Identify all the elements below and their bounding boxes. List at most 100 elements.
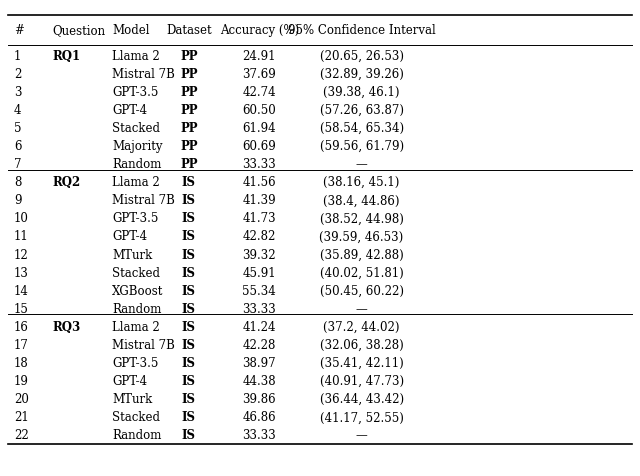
Text: Majority: Majority: [112, 140, 163, 153]
Text: 24.91: 24.91: [243, 50, 276, 62]
Text: PP: PP: [180, 140, 198, 153]
Text: IS: IS: [182, 285, 196, 298]
Text: 2: 2: [14, 68, 22, 80]
Text: 7: 7: [14, 158, 22, 171]
Text: 95% Confidence Interval: 95% Confidence Interval: [288, 24, 435, 37]
Text: IS: IS: [182, 267, 196, 279]
Text: Mistral 7B: Mistral 7B: [112, 194, 175, 207]
Text: Mistral 7B: Mistral 7B: [112, 339, 175, 352]
Text: IS: IS: [182, 429, 196, 442]
Text: GPT-3.5: GPT-3.5: [112, 357, 158, 370]
Text: 42.28: 42.28: [243, 339, 276, 352]
Text: 10: 10: [14, 212, 29, 225]
Text: (57.26, 63.87): (57.26, 63.87): [319, 104, 404, 117]
Text: #: #: [14, 24, 24, 37]
Text: Llama 2: Llama 2: [112, 176, 160, 189]
Text: (32.06, 38.28): (32.06, 38.28): [320, 339, 403, 352]
Text: IS: IS: [182, 248, 196, 261]
Text: MTurk: MTurk: [112, 248, 152, 261]
Text: GPT-4: GPT-4: [112, 230, 147, 243]
Text: 46.86: 46.86: [243, 411, 276, 424]
Text: IS: IS: [182, 321, 196, 334]
Text: IS: IS: [182, 411, 196, 424]
Text: Model: Model: [112, 24, 150, 37]
Text: 9: 9: [14, 194, 22, 207]
Text: Stacked: Stacked: [112, 267, 160, 279]
Text: 19: 19: [14, 375, 29, 388]
Text: (50.45, 60.22): (50.45, 60.22): [319, 285, 404, 298]
Text: IS: IS: [182, 230, 196, 243]
Text: 42.74: 42.74: [243, 86, 276, 99]
Text: —: —: [356, 429, 367, 442]
Text: IS: IS: [182, 303, 196, 316]
Text: 33.33: 33.33: [243, 303, 276, 316]
Text: 22: 22: [14, 429, 29, 442]
Text: 55.34: 55.34: [243, 285, 276, 298]
Text: 11: 11: [14, 230, 29, 243]
Text: Stacked: Stacked: [112, 122, 160, 135]
Text: 61.94: 61.94: [243, 122, 276, 135]
Text: 6: 6: [14, 140, 22, 153]
Text: Stacked: Stacked: [112, 411, 160, 424]
Text: PP: PP: [180, 68, 198, 80]
Text: 8: 8: [14, 176, 22, 189]
Text: 21: 21: [14, 411, 29, 424]
Text: 33.33: 33.33: [243, 429, 276, 442]
Text: IS: IS: [182, 212, 196, 225]
Text: Llama 2: Llama 2: [112, 50, 160, 62]
Text: IS: IS: [182, 194, 196, 207]
Text: 1: 1: [14, 50, 22, 62]
Text: RQ2: RQ2: [52, 176, 81, 189]
Text: PP: PP: [180, 158, 198, 171]
Text: (35.41, 42.11): (35.41, 42.11): [320, 357, 403, 370]
Text: Accuracy (%): Accuracy (%): [220, 24, 299, 37]
Text: (38.52, 44.98): (38.52, 44.98): [319, 212, 404, 225]
Text: (38.16, 45.1): (38.16, 45.1): [323, 176, 400, 189]
Text: 33.33: 33.33: [243, 158, 276, 171]
Text: 4: 4: [14, 104, 22, 117]
Text: 39.86: 39.86: [243, 393, 276, 406]
Text: 41.39: 41.39: [243, 194, 276, 207]
Text: GPT-3.5: GPT-3.5: [112, 86, 158, 99]
Text: 38.97: 38.97: [243, 357, 276, 370]
Text: (35.89, 42.88): (35.89, 42.88): [320, 248, 403, 261]
Text: —: —: [356, 303, 367, 316]
Text: Dataset: Dataset: [166, 24, 212, 37]
Text: (59.56, 61.79): (59.56, 61.79): [319, 140, 404, 153]
Text: —: —: [356, 158, 367, 171]
Text: Random: Random: [112, 158, 161, 171]
Text: PP: PP: [180, 122, 198, 135]
Text: (39.38, 46.1): (39.38, 46.1): [323, 86, 400, 99]
Text: (40.02, 51.81): (40.02, 51.81): [320, 267, 403, 279]
Text: 37.69: 37.69: [243, 68, 276, 80]
Text: RQ1: RQ1: [52, 50, 81, 62]
Text: XGBoost: XGBoost: [112, 285, 163, 298]
Text: IS: IS: [182, 357, 196, 370]
Text: IS: IS: [182, 339, 196, 352]
Text: 41.73: 41.73: [243, 212, 276, 225]
Text: 16: 16: [14, 321, 29, 334]
Text: GPT-4: GPT-4: [112, 104, 147, 117]
Text: 60.50: 60.50: [243, 104, 276, 117]
Text: 41.56: 41.56: [243, 176, 276, 189]
Text: Random: Random: [112, 429, 161, 442]
Text: (37.2, 44.02): (37.2, 44.02): [323, 321, 400, 334]
Text: 18: 18: [14, 357, 29, 370]
Text: IS: IS: [182, 375, 196, 388]
Text: (38.4, 44.86): (38.4, 44.86): [323, 194, 400, 207]
Text: 20: 20: [14, 393, 29, 406]
Text: RQ3: RQ3: [52, 321, 81, 334]
Text: GPT-4: GPT-4: [112, 375, 147, 388]
Text: PP: PP: [180, 50, 198, 62]
Text: 60.69: 60.69: [243, 140, 276, 153]
Text: 41.24: 41.24: [243, 321, 276, 334]
Text: (20.65, 26.53): (20.65, 26.53): [319, 50, 404, 62]
Text: IS: IS: [182, 176, 196, 189]
Text: MTurk: MTurk: [112, 393, 152, 406]
Text: Question: Question: [52, 24, 106, 37]
Text: (36.44, 43.42): (36.44, 43.42): [319, 393, 404, 406]
Text: Mistral 7B: Mistral 7B: [112, 68, 175, 80]
Text: 13: 13: [14, 267, 29, 279]
Text: Random: Random: [112, 303, 161, 316]
Text: (32.89, 39.26): (32.89, 39.26): [319, 68, 404, 80]
